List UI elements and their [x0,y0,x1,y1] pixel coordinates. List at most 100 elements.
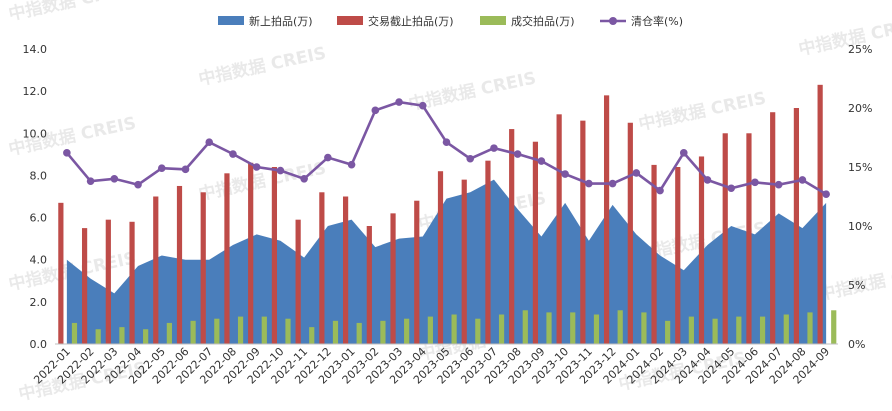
line-point [751,178,759,187]
bar-sold-lots [783,314,789,344]
bar-sold-lots [332,320,339,344]
bar-deadline-lots [58,202,64,344]
bar-sold-lots [285,318,291,344]
bar-sold-lots [831,310,837,344]
bar-layer [58,84,837,345]
bar-deadline-lots [342,196,349,344]
bar-sold-lots [237,316,244,344]
bar-deadline-lots [722,133,728,344]
bar-sold-lots [214,318,220,344]
line-point [561,170,569,178]
y-right-tick-label: 20% [848,102,872,115]
bar-deadline-lots [224,173,230,344]
bar-sold-lots [593,314,600,344]
bar-sold-lots [190,320,196,344]
line-point [252,163,261,171]
line-point [727,184,736,193]
bar-sold-lots [498,314,505,344]
line-point [371,106,380,115]
bar-deadline-lots [698,156,705,344]
bar-deadline-lots [366,226,372,344]
line-point [181,165,190,174]
line-point [466,154,475,163]
line-point [395,98,403,106]
legend-label: 交易截止拍品(万) [368,14,454,28]
watermark-text: 中指数据 CREIS [797,12,892,60]
bar-deadline-lots [627,122,633,344]
area-layer [66,179,827,344]
legend-swatch [480,16,506,25]
bar-sold-lots [688,316,694,344]
bar-deadline-lots [105,219,111,344]
line-point [276,166,285,175]
watermark-text: 中指数据 CREIS [407,67,538,115]
bar-sold-lots [617,310,623,344]
y-left-tick-label: 0.0 [30,338,48,351]
bar-sold-lots [95,329,101,344]
line-point [134,180,142,189]
line-point [86,177,95,185]
legend-swatch [337,16,363,25]
line-point [703,176,712,184]
line-point [63,149,71,157]
watermark-text: 中指数据 CREIS [7,0,138,25]
line-point [608,179,617,188]
bar-deadline-lots [129,221,135,344]
bar-sold-lots [261,316,267,344]
y-left-tick-label: 14.0 [23,43,48,56]
bar-sold-lots [166,322,172,344]
bar-sold-lots [759,316,766,344]
line-point [157,164,166,172]
line-point [347,160,356,169]
bar-deadline-lots [651,164,657,344]
bar-sold-lots [451,314,457,344]
bar-sold-lots [641,312,647,344]
area-new-listings [66,179,827,344]
bar-sold-lots [522,310,528,344]
bar-deadline-lots [81,228,88,344]
y-left-tick-label: 4.0 [30,254,48,267]
line-point [300,175,308,183]
bar-deadline-lots [414,200,420,344]
line-point [324,153,332,162]
legend-swatch-marker [609,17,617,25]
bar-deadline-lots [509,129,515,344]
line-point [798,176,807,184]
bar-sold-lots [665,320,671,344]
line-point [656,186,664,195]
watermark-text: 中指数据 CREIS [637,87,768,135]
bar-sold-lots [119,327,125,344]
bar-deadline-lots [176,185,183,344]
y-right-tick-label: 10% [848,220,872,233]
bar-sold-lots [712,318,718,344]
y-right-tick-label: 25% [848,43,872,56]
y-right-tick-label: 15% [848,161,872,174]
line-point [774,180,783,189]
y-left-tick-label: 2.0 [30,296,48,309]
bar-sold-lots [309,327,315,344]
bar-deadline-lots [793,108,800,344]
bar-sold-lots [475,318,481,344]
line-point [110,175,119,183]
bar-deadline-lots [603,95,610,344]
bar-sold-lots [736,316,742,344]
legend-label: 新上拍品(万) [249,14,313,28]
bar-deadline-lots [532,141,539,344]
bar-sold-lots [143,329,149,344]
bar-deadline-lots [675,167,681,344]
watermark-text: 中指数据 CREIS [197,157,328,205]
watermark-text: 中指数据 CREIS [197,42,328,90]
bar-sold-lots [807,312,813,344]
bar-deadline-lots [437,171,444,344]
bar-sold-lots [570,312,576,344]
bar-deadline-lots [248,162,254,344]
y-left-tick-label: 12.0 [23,85,48,98]
bar-deadline-lots [153,196,159,344]
bar-deadline-lots [556,114,562,344]
y-right-tick-label: 0% [848,338,865,351]
y-left-tick-label: 10.0 [23,127,48,140]
bar-deadline-lots [580,120,586,345]
bar-deadline-lots [319,192,325,344]
y-right-tick-label: 5% [848,279,865,292]
